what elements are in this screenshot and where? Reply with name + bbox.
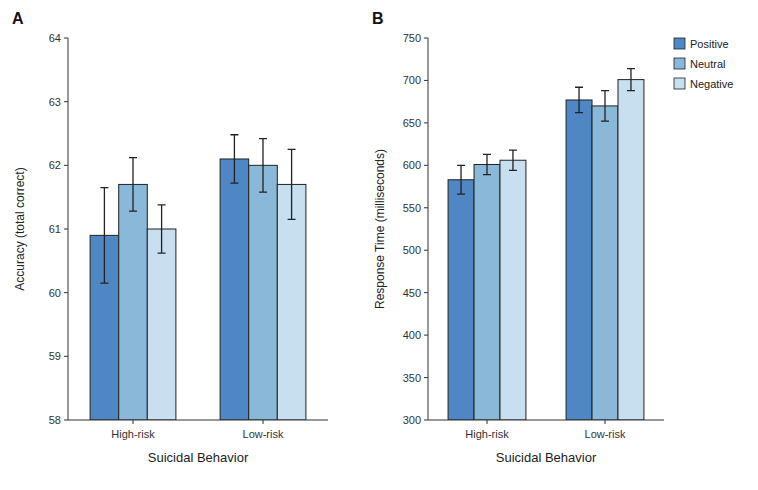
- bar: [147, 229, 176, 420]
- y-tick: [64, 356, 68, 357]
- y-tick: [424, 335, 428, 336]
- y-tick-label: 650: [403, 117, 421, 129]
- x-tick-label: Low-risk: [243, 428, 284, 440]
- error-bar: [457, 165, 465, 194]
- error-bar: [158, 205, 166, 253]
- bar: [448, 180, 474, 420]
- figure: 58 59 60 61 62 63 64 High-risk Low-risk Suicidal …: [0, 0, 758, 490]
- bar: [592, 106, 618, 420]
- legend-label: Positive: [690, 38, 729, 50]
- bar: [566, 100, 592, 420]
- legend: Positive Neutral Negative: [674, 38, 733, 90]
- y-tick-label: 63: [49, 96, 61, 108]
- y-tick: [424, 122, 428, 123]
- y-tick-label: 750: [403, 32, 421, 44]
- y-tick: [424, 165, 428, 166]
- bar: [500, 160, 526, 420]
- y-tick-label: 58: [49, 414, 61, 426]
- x-axis-line: [428, 420, 664, 421]
- error-bar: [509, 150, 517, 170]
- legend-label: Negative: [690, 78, 733, 90]
- error-bar: [601, 91, 609, 122]
- y-tick: [424, 80, 428, 81]
- error-bar: [627, 69, 635, 91]
- error-bar: [129, 158, 137, 211]
- panel-title: B: [372, 10, 384, 27]
- y-tick-label: 300: [403, 414, 421, 426]
- y-tick: [424, 420, 428, 421]
- bar: [474, 164, 500, 420]
- y-tick-label: 64: [49, 32, 61, 44]
- y-axis-line: [428, 38, 429, 420]
- x-tick-label: Low-risk: [585, 428, 626, 440]
- y-tick: [424, 377, 428, 378]
- y-tick-label: 600: [403, 159, 421, 171]
- y-tick: [64, 101, 68, 102]
- y-tick-label: 550: [403, 202, 421, 214]
- y-tick-label: 59: [49, 350, 61, 362]
- y-tick: [424, 207, 428, 208]
- y-tick: [424, 38, 428, 39]
- legend-swatch: [674, 78, 685, 89]
- x-tick-label: High-risk: [465, 428, 509, 440]
- legend-swatch: [674, 58, 685, 69]
- x-tick: [133, 420, 134, 424]
- y-tick-label: 450: [403, 287, 421, 299]
- error-bar: [100, 188, 108, 284]
- error-bar: [230, 135, 238, 183]
- plot-area: [448, 69, 644, 420]
- y-tick: [64, 420, 68, 421]
- y-axis-label: Accuracy (total correct): [13, 167, 27, 290]
- bar: [119, 184, 148, 420]
- y-tick: [424, 292, 428, 293]
- x-tick: [605, 420, 606, 424]
- y-tick-label: 60: [49, 287, 61, 299]
- y-tick: [64, 229, 68, 230]
- x-tick: [487, 420, 488, 424]
- panel-title: A: [12, 10, 24, 27]
- y-tick-label: 500: [403, 244, 421, 256]
- x-axis-label: Suicidal Behavior: [148, 450, 249, 465]
- y-tick-label: 62: [49, 159, 61, 171]
- y-axis-label: Response Time (milliseconds): [373, 149, 387, 309]
- legend-label: Neutral: [690, 58, 725, 70]
- error-bar: [259, 139, 267, 192]
- bar: [618, 80, 644, 420]
- y-tick: [424, 250, 428, 251]
- error-bar: [483, 154, 491, 174]
- plot-area: [90, 135, 306, 420]
- y-tick-label: 350: [403, 372, 421, 384]
- y-tick: [64, 165, 68, 166]
- panel: 300 350 400 450 500 550 600 650 700 750 High-risk L…: [372, 10, 733, 465]
- y-tick-label: 61: [49, 223, 61, 235]
- bar: [220, 159, 249, 420]
- legend-swatch: [674, 38, 685, 49]
- x-axis-line: [68, 420, 328, 421]
- y-tick-label: 700: [403, 74, 421, 86]
- y-tick: [64, 292, 68, 293]
- background: [0, 0, 758, 490]
- x-axis-label: Suicidal Behavior: [496, 450, 597, 465]
- bar: [249, 165, 278, 420]
- error-bar: [575, 87, 583, 112]
- panel: 58 59 60 61 62 63 64 High-risk Low-risk Suicidal …: [12, 10, 328, 465]
- x-tick: [263, 420, 264, 424]
- y-tick-label: 400: [403, 329, 421, 341]
- y-tick: [64, 38, 68, 39]
- x-tick-label: High-risk: [111, 428, 155, 440]
- error-bar: [288, 149, 296, 219]
